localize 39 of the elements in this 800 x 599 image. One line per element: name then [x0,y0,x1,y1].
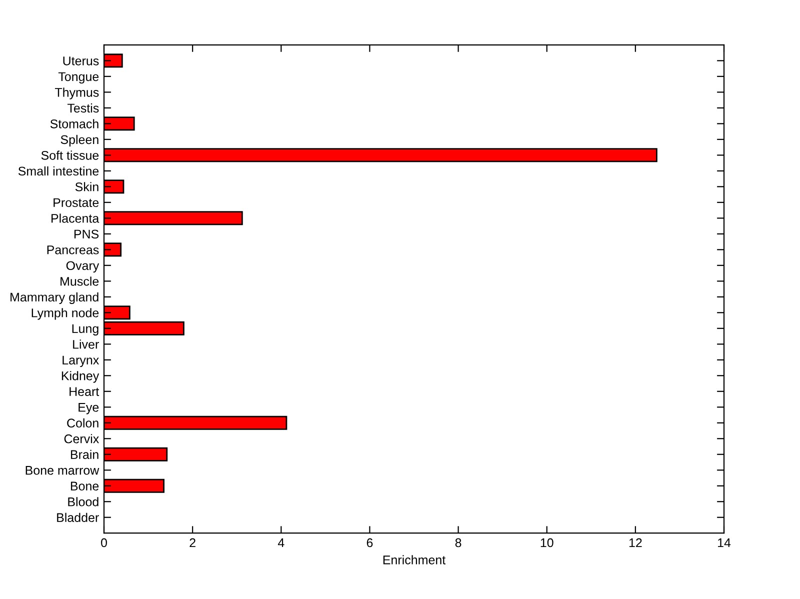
y-tick-label: PNS [74,230,99,239]
y-tick-label: Kidney [62,371,100,383]
x-tick-label: 10 [540,538,554,548]
y-tick-label: Pancreas [47,246,99,254]
y-tick-label: Mammary gland [10,292,98,304]
x-tick-label: 0 [101,538,107,548]
y-tick-label: Colon [67,418,98,428]
x-tick-label: 12 [629,538,642,548]
y-tick-label: Lung [72,324,98,336]
y-tick-label: Larynx [62,356,100,368]
y-tick-label: Spleen [60,134,98,147]
x-tick-label: 2 [190,538,196,548]
y-tick-label: Bone marrow [26,466,100,475]
x-tick-label: 8 [455,538,462,548]
y-tick-label: Tongue [58,72,99,84]
y-tick-label: Lymph node [32,308,99,320]
y-tick-label: Cervix [64,434,100,444]
y-tick-label: Muscle [60,276,99,286]
y-tick-label: Bladder [57,512,99,522]
y-tick-label: Prostate [54,198,99,208]
x-tick-label: 6 [366,538,373,548]
y-tick-label: Brain [70,450,98,460]
y-tick-label: Heart [70,387,100,396]
y-tick-label: Uterus [63,56,99,66]
y-tick-label: Eye [78,403,99,414]
y-tick-label: Placenta [52,214,100,223]
x-axis-title: Enrichment [383,555,446,564]
y-tick-label: Testis [67,103,99,113]
y-tick-label: Liver [73,340,99,349]
x-tick-label: 14 [718,538,731,548]
x-tick-label: 4 [278,538,284,548]
y-tick-label: Soft tissue [41,150,99,160]
y-tick-label: Bone [70,482,99,491]
y-tick-label: Small intestine [18,166,99,176]
y-tick-label: Thymus [54,88,99,100]
y-tick-label: Ovary [66,261,100,273]
y-tick-label: Blood [68,497,98,506]
y-tick-label: Stomach [50,119,98,128]
y-tick-label: Skin [75,182,98,192]
